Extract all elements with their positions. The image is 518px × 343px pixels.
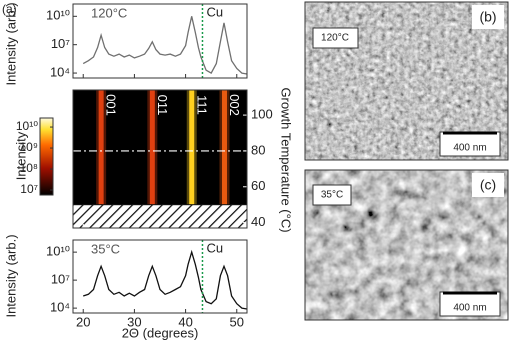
colorbar-tick-label: 10⁹ xyxy=(20,140,39,154)
hatched-region xyxy=(72,204,248,229)
scale-label: 400 nm xyxy=(453,143,486,154)
label-box xyxy=(472,173,504,197)
panel-label: (c) xyxy=(480,177,496,193)
plot-frame xyxy=(72,239,248,314)
panel-label: (b) xyxy=(479,9,496,25)
colorbar-title: Intensity xyxy=(13,131,28,180)
cu-label: Cu xyxy=(206,4,223,19)
colorbar-tick-label: 10¹⁰ xyxy=(16,119,38,133)
colorbar-tick-label: 10⁷ xyxy=(20,182,38,196)
y2-axis-title: Growth Temperature (°C) xyxy=(279,87,294,232)
x-tick-label: 50 xyxy=(230,314,244,329)
plot-frame xyxy=(72,3,248,79)
x-tick-label: 20 xyxy=(76,314,90,329)
cu-label: Cu xyxy=(206,240,223,255)
y2-tick-label: 80 xyxy=(251,142,265,157)
label-box xyxy=(312,27,359,49)
y-tick-label: 10⁷ xyxy=(51,36,70,51)
colorbar-tick-label: 10⁸ xyxy=(20,161,38,175)
y-tick-label: 10⁴ xyxy=(50,300,70,315)
curve-label: 120°C xyxy=(91,5,127,20)
peak-stripe xyxy=(221,90,227,228)
scale-box xyxy=(439,131,501,157)
y-axis-title: Intensity (arb.) xyxy=(3,234,18,317)
curve-label: 35°C xyxy=(91,241,120,256)
sem-label: 120°C xyxy=(321,33,349,44)
peak-label: 001 xyxy=(104,94,119,116)
y-tick-label: 10⁴ xyxy=(50,64,70,79)
sem-frame xyxy=(304,1,509,161)
y-tick-label: 10¹⁰ xyxy=(46,8,70,23)
scale-box xyxy=(439,291,501,317)
y2-tick-label: 100 xyxy=(251,107,273,122)
peak-stripe xyxy=(98,90,104,228)
y2-tick-label: 60 xyxy=(251,178,265,193)
x-axis-title: 2Θ (degrees) xyxy=(122,325,199,340)
peak-stripe xyxy=(189,90,195,228)
label-box xyxy=(312,184,352,206)
panel-label: (a) xyxy=(2,2,17,16)
scale-label: 400 nm xyxy=(453,303,486,314)
peak-label: 111 xyxy=(194,95,209,115)
label-box xyxy=(472,5,504,29)
xrd-curve xyxy=(82,249,248,310)
colorbar xyxy=(39,117,54,196)
y-tick-label: 10¹⁰ xyxy=(46,244,70,259)
x-tick-label: 30 xyxy=(127,314,141,329)
y2-tick-label: 40 xyxy=(251,214,265,229)
y-axis-title: Intensity (arb.) xyxy=(3,2,18,85)
map-frame xyxy=(72,89,248,229)
x-tick-label: 40 xyxy=(178,314,192,329)
peak-label: 002 xyxy=(227,94,242,116)
peak-stripe xyxy=(149,90,155,228)
peak-label: 011 xyxy=(155,95,170,116)
y-tick-label: 10⁷ xyxy=(51,272,70,287)
sem-frame xyxy=(304,169,509,321)
sem-label: 35°C xyxy=(321,190,343,201)
xrd-curve xyxy=(82,16,248,75)
